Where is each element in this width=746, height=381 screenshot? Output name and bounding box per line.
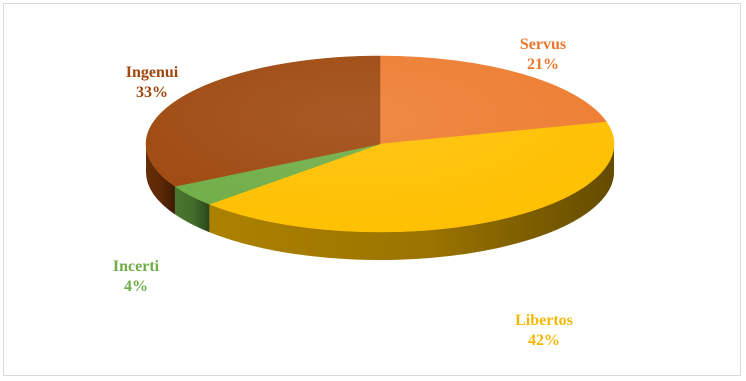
pie-side-shade-incerti xyxy=(174,186,210,233)
chart-frame: Servus 21% Libertos 42% Incerti 4% Ingenui 33% xyxy=(3,3,741,376)
slice-value-incerti: 4% xyxy=(124,278,148,295)
slice-label-incerti: Incerti xyxy=(113,258,160,275)
slice-value-servus: 21% xyxy=(527,56,559,73)
slice-label-libertos: Libertos xyxy=(515,312,573,329)
slice-value-ingenui: 33% xyxy=(136,84,168,101)
pie-side-shade-ingenui xyxy=(146,144,175,215)
slice-label-ingenui: Ingenui xyxy=(126,64,179,81)
slice-value-libertos: 42% xyxy=(528,332,560,349)
pie-top-highlight xyxy=(146,56,614,232)
slice-label-servus: Servus xyxy=(520,36,566,53)
pie-side-shade-libertos xyxy=(209,144,615,261)
pie-chart: Servus 21% Libertos 42% Incerti 4% Ingenui 33% xyxy=(113,36,615,349)
